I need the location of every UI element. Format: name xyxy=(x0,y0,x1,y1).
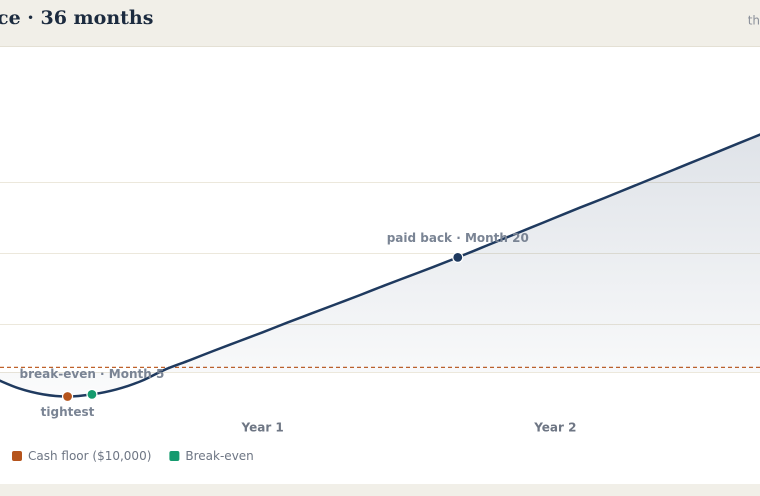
annotation-label: break-even · Month 5 xyxy=(20,367,165,381)
header-bar xyxy=(0,0,760,46)
corner-text: th xyxy=(748,14,760,28)
plot xyxy=(0,133,760,398)
annotation-label: paid back · Month 20 xyxy=(387,231,529,245)
legend-label: Cash floor ($10,000) xyxy=(28,449,151,463)
annotation-marker xyxy=(86,388,98,400)
overlay: Year 1 Year 2 paid back · Month 20 break-ev… xyxy=(12,231,576,463)
annotation-marker xyxy=(61,390,74,403)
legend-swatch xyxy=(169,451,180,461)
annotation-marker xyxy=(452,251,464,263)
legend-label: Break-even xyxy=(185,449,253,463)
area xyxy=(0,134,760,397)
chart-title: ce · 36 months xyxy=(0,7,153,29)
x-tick-label: Year 2 xyxy=(533,421,576,435)
x-tick-label: Year 1 xyxy=(241,421,284,435)
legend-swatch xyxy=(12,451,22,461)
cash-line xyxy=(0,133,760,398)
annotation-label: tightest xyxy=(41,405,95,419)
